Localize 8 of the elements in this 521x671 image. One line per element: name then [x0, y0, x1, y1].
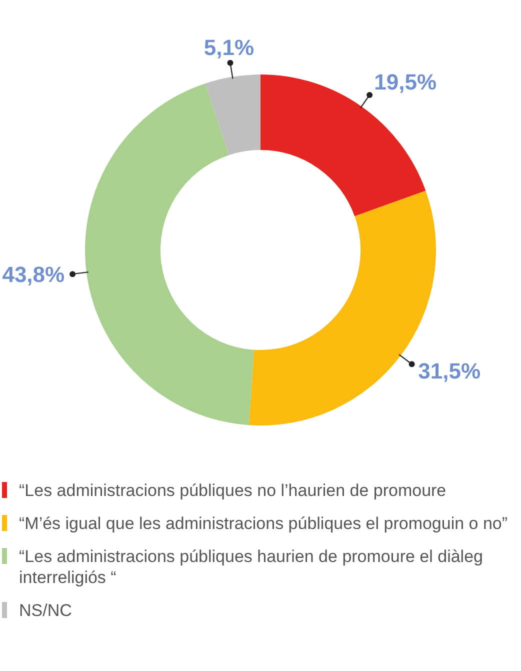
legend-label: “Les administracions públiques no l’haurien de promoure	[19, 480, 446, 501]
data-label: 31,5%	[418, 358, 481, 384]
legend-label: NS/NC	[19, 600, 72, 621]
legend-label: “M’és igual que les administracions públiques el promoguin o no”	[19, 513, 508, 534]
data-label: 43,8%	[2, 262, 65, 287]
data-label: 5,1%	[204, 35, 254, 60]
data-label: 19,5%	[374, 70, 437, 95]
legend-label: “Les administracions públiques haurien de promoure el diàleg interreligiós “	[19, 546, 484, 588]
